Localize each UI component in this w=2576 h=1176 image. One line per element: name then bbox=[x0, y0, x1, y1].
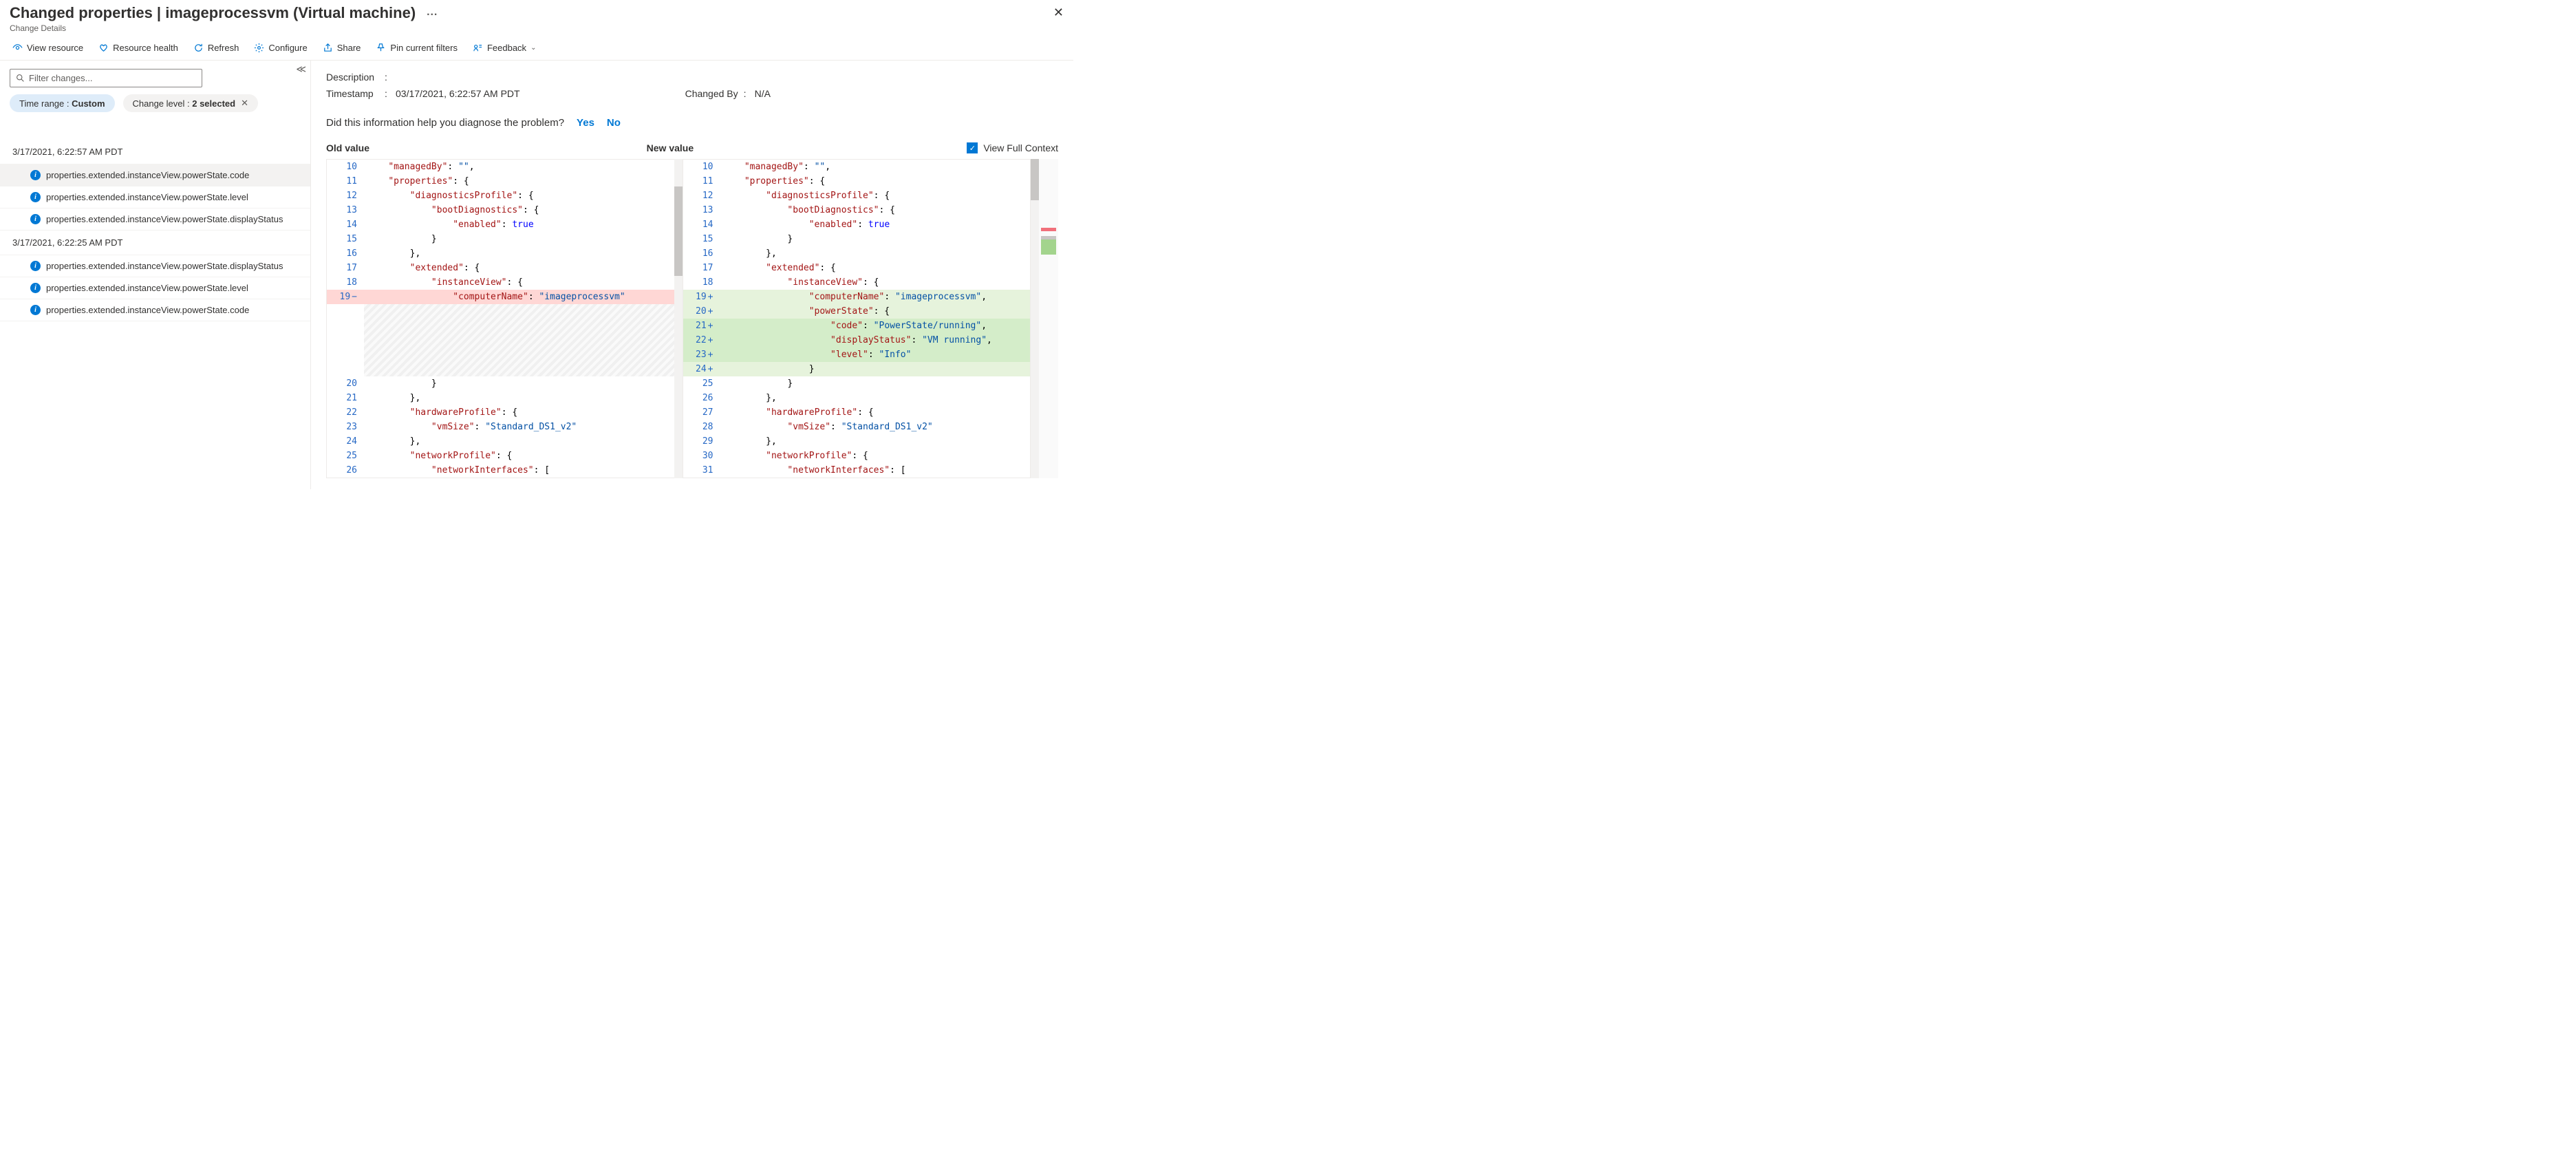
info-icon: i bbox=[30, 170, 41, 180]
scrollbar[interactable] bbox=[1031, 159, 1039, 478]
minimap[interactable] bbox=[1039, 159, 1058, 478]
change-item-label: properties.extended.instanceView.powerSt… bbox=[46, 192, 248, 202]
view-resource-button[interactable]: View resource bbox=[12, 43, 83, 53]
timestamp-label: Timestamp bbox=[326, 88, 385, 99]
page-title: Changed properties | imageprocessvm (Vir… bbox=[10, 4, 416, 22]
close-icon[interactable]: ✕ bbox=[1053, 6, 1064, 20]
feedback-no[interactable]: No bbox=[607, 117, 621, 129]
old-value-header: Old value bbox=[326, 142, 647, 153]
change-group-header: 3/17/2021, 6:22:25 AM PDT bbox=[0, 231, 310, 255]
share-button[interactable]: Share bbox=[323, 43, 361, 53]
change-item[interactable]: i properties.extended.instanceView.powerS… bbox=[0, 255, 310, 277]
new-value-header: New value bbox=[647, 142, 967, 153]
share-icon bbox=[323, 43, 333, 53]
change-item-label: properties.extended.instanceView.powerSt… bbox=[46, 283, 248, 293]
change-level-pill[interactable]: Change level : 2 selected ✕ bbox=[123, 94, 259, 112]
diff-new-pane[interactable]: 10 "managedBy": "",11 "properties": {12 … bbox=[683, 159, 1031, 478]
sidebar: ≪ Filter changes... Time range : Custom … bbox=[0, 61, 311, 489]
change-item[interactable]: i properties.extended.instanceView.powerS… bbox=[0, 299, 310, 321]
change-item-label: properties.extended.instanceView.powerSt… bbox=[46, 170, 249, 180]
configure-button[interactable]: Configure bbox=[254, 43, 307, 53]
change-item[interactable]: i properties.extended.instanceView.powerS… bbox=[0, 186, 310, 209]
description-label: Description bbox=[326, 72, 385, 83]
checkbox-checked-icon: ✓ bbox=[967, 142, 978, 153]
full-context-toggle[interactable]: ✓ View Full Context bbox=[967, 142, 1058, 153]
chevron-down-icon: ⌄ bbox=[530, 44, 536, 52]
refresh-button[interactable]: Refresh bbox=[193, 43, 239, 53]
feedback-yes[interactable]: Yes bbox=[577, 117, 594, 129]
info-icon: i bbox=[30, 283, 41, 293]
change-group-header: 3/17/2021, 6:22:57 AM PDT bbox=[0, 140, 310, 164]
feedback-question: Did this information help you diagnose t… bbox=[326, 117, 564, 129]
gear-icon bbox=[254, 43, 264, 53]
change-item[interactable]: i properties.extended.instanceView.powerS… bbox=[0, 164, 310, 186]
scrollbar[interactable] bbox=[674, 159, 683, 478]
diff-old-pane[interactable]: 10 "managedBy": "",11 "properties": {12 … bbox=[326, 159, 674, 478]
pin-button[interactable]: Pin current filters bbox=[376, 43, 458, 53]
change-item-label: properties.extended.instanceView.powerSt… bbox=[46, 305, 249, 315]
info-icon: i bbox=[30, 261, 41, 271]
feedback-icon bbox=[473, 43, 483, 53]
change-item-label: properties.extended.instanceView.powerSt… bbox=[46, 261, 283, 271]
changedby-label: Changed By bbox=[685, 88, 744, 99]
changedby-value: N/A bbox=[755, 88, 771, 99]
change-item[interactable]: i properties.extended.instanceView.powerS… bbox=[0, 277, 310, 299]
collapse-icon[interactable]: ≪ bbox=[296, 63, 306, 75]
more-icon[interactable]: ··· bbox=[427, 9, 438, 21]
detail-pane: Description : Timestamp : 03/17/2021, 6:… bbox=[311, 61, 1073, 489]
feedback-button[interactable]: Feedback ⌄ bbox=[473, 43, 536, 53]
refresh-icon bbox=[193, 43, 204, 53]
heart-icon bbox=[98, 43, 109, 53]
change-item-label: properties.extended.instanceView.powerSt… bbox=[46, 214, 283, 224]
resource-health-button[interactable]: Resource health bbox=[98, 43, 178, 53]
page-subtitle: Change Details bbox=[10, 23, 1064, 33]
toolbar: View resource Resource health Refresh Co… bbox=[0, 33, 1073, 61]
change-item[interactable]: i properties.extended.instanceView.powerS… bbox=[0, 209, 310, 231]
info-icon: i bbox=[30, 192, 41, 202]
eye-icon bbox=[12, 43, 23, 53]
info-icon: i bbox=[30, 214, 41, 224]
search-icon bbox=[16, 74, 25, 83]
info-icon: i bbox=[30, 305, 41, 315]
timestamp-value: 03/17/2021, 6:22:57 AM PDT bbox=[396, 88, 520, 99]
clear-icon[interactable]: ✕ bbox=[241, 98, 248, 109]
pin-icon bbox=[376, 43, 386, 53]
time-range-pill[interactable]: Time range : Custom bbox=[10, 94, 115, 112]
filter-input[interactable]: Filter changes... bbox=[10, 69, 202, 87]
